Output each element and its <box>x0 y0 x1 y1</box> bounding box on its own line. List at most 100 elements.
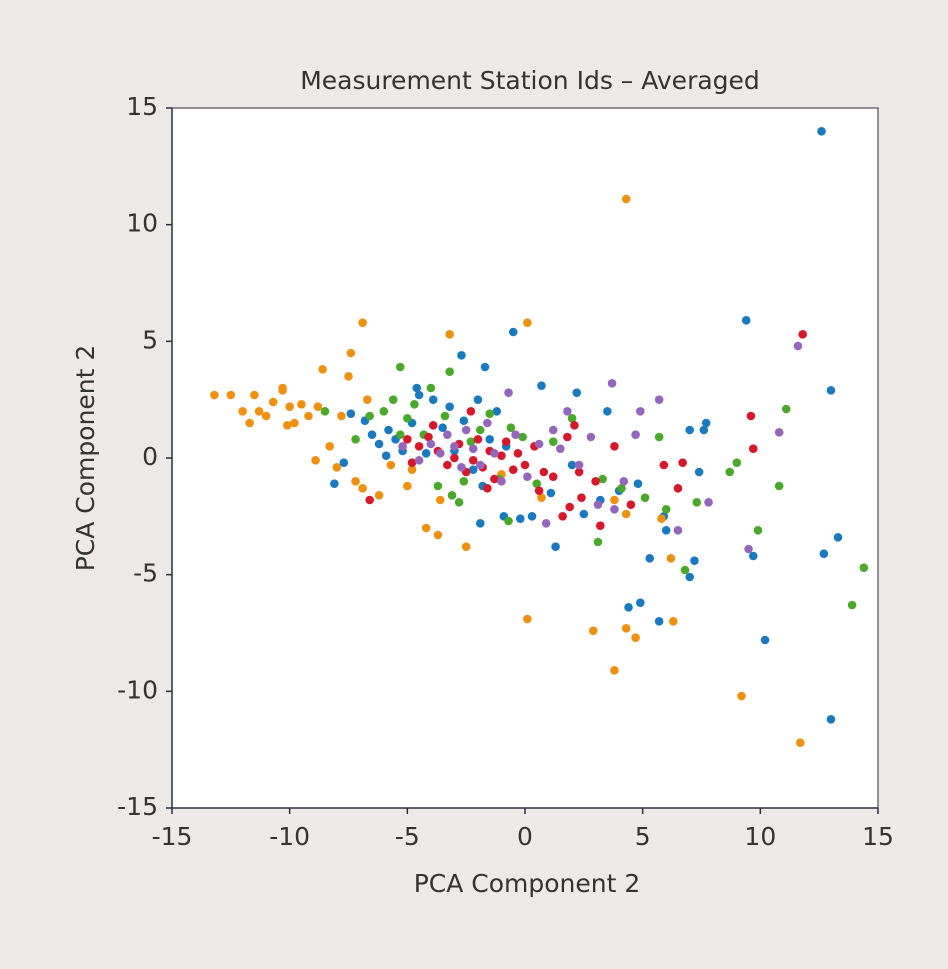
point <box>466 437 476 446</box>
point <box>445 402 454 411</box>
point <box>586 432 596 442</box>
point <box>636 598 645 607</box>
point <box>313 402 323 411</box>
point <box>337 411 346 421</box>
point <box>454 498 464 507</box>
point <box>598 474 607 484</box>
point <box>781 404 791 414</box>
point <box>485 409 495 418</box>
point <box>386 460 396 470</box>
point <box>325 442 334 451</box>
point <box>421 523 431 533</box>
point <box>556 444 565 453</box>
point <box>704 498 713 507</box>
point <box>450 453 459 463</box>
y-tick-label: -15 <box>117 792 158 821</box>
point <box>624 603 633 612</box>
point <box>826 715 836 724</box>
point <box>374 491 384 500</box>
point <box>398 442 407 451</box>
point <box>737 691 746 701</box>
point <box>748 551 758 561</box>
point <box>537 381 546 390</box>
point <box>607 379 617 388</box>
point <box>468 456 478 465</box>
y-tick-label: 10 <box>126 209 158 238</box>
point <box>774 428 784 437</box>
point <box>518 432 527 442</box>
point <box>261 411 271 421</box>
point <box>414 442 424 451</box>
point <box>475 425 485 435</box>
point <box>617 484 626 493</box>
point <box>534 486 544 495</box>
point <box>414 390 424 400</box>
point <box>659 460 669 470</box>
point <box>475 519 485 528</box>
point <box>654 617 664 626</box>
y-axis-label: PCA Component 2 <box>71 345 100 572</box>
point <box>654 395 664 404</box>
point <box>699 425 709 435</box>
point <box>579 509 589 519</box>
point <box>435 449 445 458</box>
point <box>859 563 869 572</box>
point <box>523 318 532 327</box>
x-tick-label: 10 <box>744 822 776 851</box>
x-tick-label: 15 <box>862 822 894 851</box>
point <box>685 425 695 435</box>
point <box>412 383 422 393</box>
y-tick-label: 5 <box>142 325 158 354</box>
point <box>339 458 349 467</box>
point <box>433 481 443 491</box>
point <box>483 418 492 428</box>
point <box>440 411 450 421</box>
point <box>297 400 306 409</box>
point <box>690 556 699 565</box>
point <box>548 437 558 446</box>
point <box>793 341 803 351</box>
point <box>473 395 483 404</box>
point <box>506 423 516 432</box>
point <box>466 407 476 416</box>
point <box>304 411 313 421</box>
point <box>457 463 466 472</box>
point <box>433 530 443 540</box>
point <box>661 505 671 514</box>
point <box>546 488 556 498</box>
point <box>374 439 384 449</box>
point <box>483 484 492 493</box>
point <box>567 414 577 423</box>
point <box>610 505 619 514</box>
x-axis-label: PCA Component 2 <box>414 869 641 898</box>
point <box>760 635 770 645</box>
point <box>833 533 843 542</box>
point <box>548 425 558 435</box>
point <box>468 465 478 474</box>
point <box>407 465 417 474</box>
point <box>631 633 640 642</box>
point <box>332 463 342 472</box>
point <box>508 327 518 337</box>
point <box>563 407 572 416</box>
point <box>621 509 631 519</box>
point <box>311 456 320 465</box>
point <box>351 477 360 486</box>
point <box>485 435 495 444</box>
point <box>572 388 582 397</box>
point <box>426 383 436 393</box>
point <box>395 430 405 439</box>
x-tick-label: -10 <box>269 822 310 851</box>
point <box>428 395 438 404</box>
point <box>238 407 247 416</box>
point <box>475 460 485 470</box>
point <box>558 512 567 521</box>
point <box>461 542 471 551</box>
point <box>351 435 360 444</box>
point <box>459 416 469 425</box>
y-tick-label: 0 <box>142 442 158 471</box>
point <box>657 514 666 523</box>
point <box>285 402 294 411</box>
point <box>640 493 650 502</box>
